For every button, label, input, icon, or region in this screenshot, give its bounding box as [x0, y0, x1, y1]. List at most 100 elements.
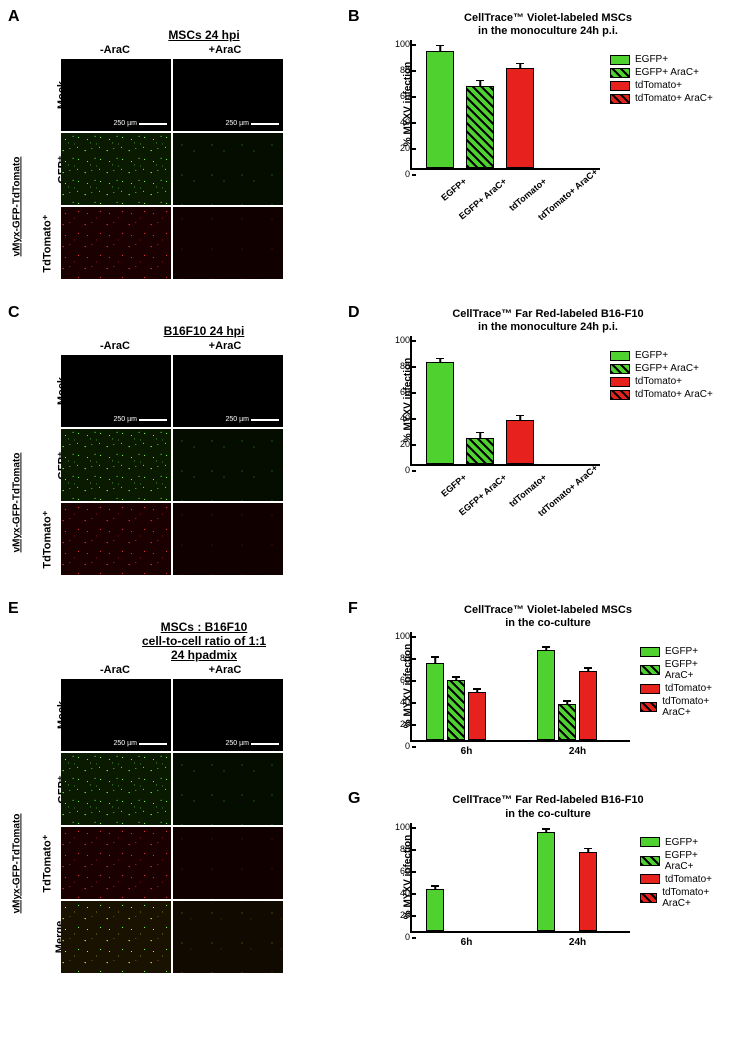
legend-swatch: [610, 351, 630, 361]
legend-swatch: [610, 377, 630, 387]
group-label: vMyx-GFP-TdTomato: [12, 452, 23, 552]
bar: [506, 68, 534, 168]
legend-label: EGFP+: [665, 646, 698, 657]
bar: [466, 438, 494, 464]
micro-image: 250 µm: [61, 679, 171, 751]
micro-image: 250 µm: [61, 355, 171, 427]
legend-item: tdTomato+: [610, 80, 713, 91]
bar: [537, 832, 555, 931]
micro-image: [173, 503, 283, 575]
micro-image: [173, 753, 283, 825]
micro-row: GFP⁺: [60, 132, 348, 206]
legend-swatch: [610, 390, 630, 400]
legend-item: EGFP+ AraC+: [640, 850, 728, 872]
micro-image: 250 µm: [61, 59, 171, 131]
legend-item: EGFP+ AraC+: [640, 659, 728, 681]
scalebar: 250 µm: [114, 120, 168, 127]
legend-label: EGFP+: [635, 350, 668, 361]
scalebar: 250 µm: [114, 740, 168, 747]
legend-swatch: [640, 837, 660, 847]
legend-item: tdTomato+: [640, 683, 728, 694]
bar: [468, 692, 486, 740]
micro-image: [173, 429, 283, 501]
legend-swatch: [640, 665, 660, 675]
legend-label: EGFP+ AraC+: [665, 659, 728, 681]
legend-item: EGFP+ AraC+: [610, 363, 713, 374]
legend-label: EGFP+: [665, 837, 698, 848]
legend-label: EGFP+ AraC+: [635, 363, 699, 374]
micro-image: [173, 133, 283, 205]
legend-swatch: [610, 55, 630, 65]
scalebar: 250 µm: [226, 740, 280, 747]
row-label: TdTomato⁺: [40, 214, 53, 272]
micro-row: GFP⁺: [60, 752, 348, 826]
legend-item: EGFP+: [640, 837, 728, 848]
micro-row: TdTomato⁺: [60, 826, 348, 900]
legend-item: EGFP+: [640, 646, 728, 657]
legend-label: tdTomato+: [665, 683, 712, 694]
chart-title: CellTrace™ Violet-labeled MSCs in the mo…: [368, 12, 728, 38]
micro-image: 250 µm: [173, 59, 283, 131]
legend-label: tdTomato+ AraC+: [662, 887, 728, 909]
micro-image: [61, 207, 171, 279]
micro-image: 250 µm: [173, 355, 283, 427]
micro-row: TdTomato⁺: [60, 502, 348, 576]
chart-b-canvas: 020406080100% MYXV infectionEGFP+EGFP+ A…: [410, 40, 600, 228]
bar: [558, 704, 576, 740]
y-axis-label: % MYXV infection: [403, 358, 414, 442]
bar: [426, 663, 444, 740]
legend-label: tdTomato+ AraC+: [662, 696, 728, 718]
col-headers: -AraC +AraC: [60, 44, 348, 56]
legend-swatch: [610, 81, 630, 91]
bar: [426, 51, 454, 168]
legend-item: tdTomato+: [640, 874, 728, 885]
micro-row: GFP⁺: [60, 428, 348, 502]
legend: EGFP+ EGFP+ AraC+ tdTomato+ tdTomato+ AraC+: [610, 54, 713, 106]
micro-image: [61, 901, 171, 973]
chart-f-canvas: 020406080100% MYXV infection6h24h: [410, 632, 630, 764]
row-label: TdTomato⁺: [40, 834, 53, 892]
scalebar: 250 µm: [226, 120, 280, 127]
legend-swatch: [640, 893, 657, 903]
micro-row: Mock250 µm250 µm: [60, 58, 348, 132]
legend-swatch: [640, 874, 660, 884]
panel-g: G CellTrace™ Far Red-labeled B16-F10 in …: [348, 790, 728, 954]
chart-g-canvas: 020406080100% MYXV infection6h24h: [410, 823, 630, 955]
legend-swatch: [640, 702, 657, 712]
scalebar: 250 µm: [226, 416, 280, 423]
legend-swatch: [640, 647, 660, 657]
row-label: TdTomato⁺: [40, 510, 53, 568]
micro-row: TdTomato⁺: [60, 206, 348, 280]
figure: A MSCs 24 hpi -AraC +AraC Mock250 µm250 …: [8, 8, 725, 980]
micro-row: Mock250 µm250 µm: [60, 354, 348, 428]
micro-image: 250 µm: [173, 679, 283, 751]
panel-f: F CellTrace™ Violet-labeled MSCs in the …: [348, 600, 728, 764]
x-group-label: 6h: [461, 746, 473, 757]
legend-swatch: [610, 68, 630, 78]
legend-item: tdTomato+ AraC+: [640, 887, 728, 909]
micro-image: [173, 901, 283, 973]
micro-image: [61, 429, 171, 501]
legend-label: EGFP+ AraC+: [665, 850, 728, 872]
micro-row: Mock250 µm250 µm: [60, 678, 348, 752]
panel-letter: B: [348, 8, 360, 26]
legend-item: EGFP+ AraC+: [610, 67, 713, 78]
micro-image: [61, 133, 171, 205]
bar: [447, 680, 465, 741]
legend-swatch: [610, 364, 630, 374]
legend-label: tdTomato+: [635, 376, 682, 387]
x-group-label: 6h: [461, 937, 473, 948]
bar: [426, 889, 444, 931]
bar: [506, 420, 534, 464]
micro-image: [61, 753, 171, 825]
y-axis-label: % MYXV infection: [403, 644, 414, 728]
bar: [466, 86, 494, 168]
bar: [579, 671, 597, 740]
legend-label: EGFP+: [635, 54, 668, 65]
legend-label: EGFP+ AraC+: [635, 67, 699, 78]
chart-d-canvas: 020406080100% MYXV infectionEGFP+EGFP+ A…: [410, 336, 600, 524]
legend-label: tdTomato+ AraC+: [635, 93, 713, 104]
legend-label: tdTomato+ AraC+: [635, 389, 713, 400]
panel-a: A MSCs 24 hpi -AraC +AraC Mock250 µm250 …: [8, 8, 348, 280]
legend-item: tdTomato+ AraC+: [610, 389, 713, 400]
